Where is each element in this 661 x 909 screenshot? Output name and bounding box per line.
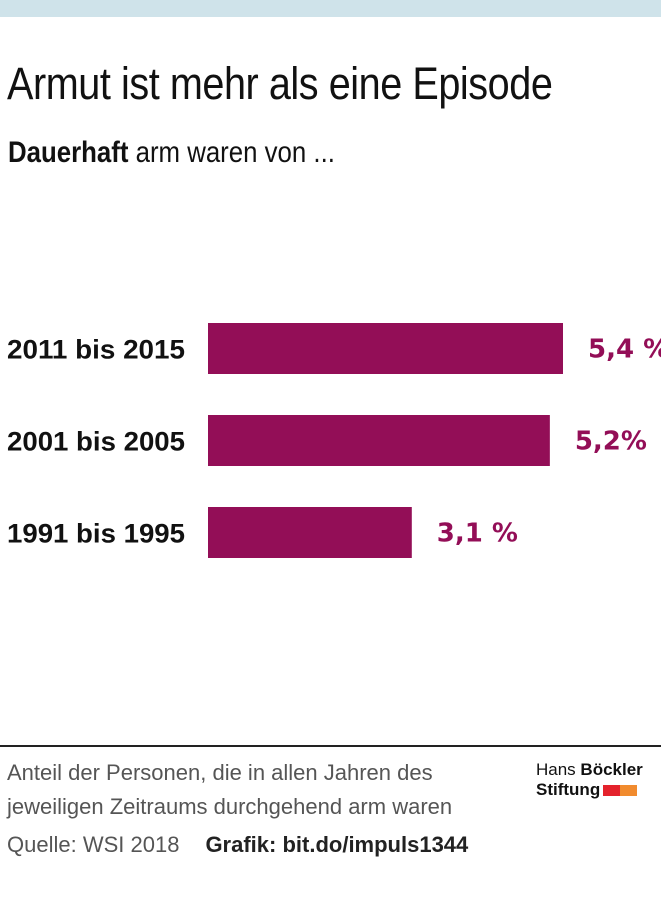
category-label: 2001 bis 2005: [7, 427, 185, 457]
hans-boeckler-logo: Hans Böckler Stiftung: [536, 760, 656, 800]
top-band: [0, 0, 661, 17]
subtitle-rest: arm waren von ...: [135, 136, 335, 169]
bar: [208, 507, 412, 558]
subtitle-emphasis: Dauerhaft: [8, 136, 129, 169]
value-label: 3,1 %: [437, 519, 518, 549]
value-label: 5,2%: [575, 427, 647, 457]
logo-boeckler: Böckler: [580, 760, 643, 779]
chart-title: Armut ist mehr als eine Episode: [7, 58, 553, 109]
bar-chart: 2011 bis 2015 5,4 % 2001 bis 2005 5,2% 1991 …: [7, 323, 661, 558]
bar: [208, 323, 563, 374]
chart-subtitle: Dauerhaft arm waren von ...: [8, 136, 335, 170]
footer-note: Anteil der Personen, die in allen Jahren…: [7, 760, 453, 819]
category-label: 2011 bis 2015: [7, 335, 185, 365]
logo-orange-square: [620, 784, 638, 796]
source-line: Quelle: WSI 2018 Grafik: bit.do/impuls134…: [7, 832, 468, 858]
source-text: Quelle: WSI 2018: [7, 832, 180, 857]
footer-divider: [0, 745, 661, 747]
logo-hans: Hans: [536, 760, 576, 779]
value-label: 5,4 %: [588, 335, 661, 365]
grafik-link[interactable]: Grafik: bit.do/impuls1344: [205, 832, 469, 857]
logo-line1: Hans Böckler: [536, 760, 656, 780]
logo-line2: Stiftung: [536, 780, 656, 800]
bar: [208, 415, 550, 466]
logo-red-square: [603, 784, 621, 796]
category-label: 1991 bis 1995: [7, 519, 185, 549]
logo-stiftung: Stiftung: [536, 780, 601, 799]
